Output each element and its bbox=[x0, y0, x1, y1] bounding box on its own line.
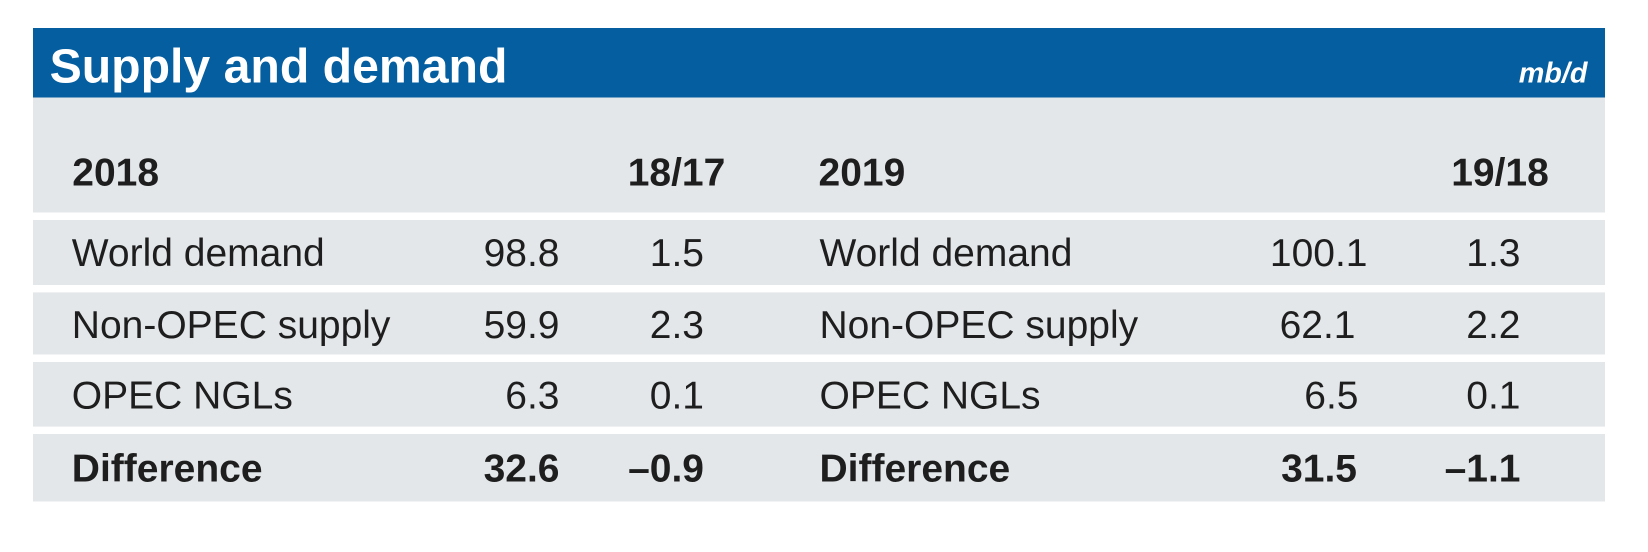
svg-text:–1.1: –1.1 bbox=[1445, 448, 1521, 491]
svg-text:2018: 2018 bbox=[72, 152, 159, 195]
svg-text:1.5: 1.5 bbox=[650, 232, 704, 275]
svg-text:2.2: 2.2 bbox=[1466, 304, 1520, 347]
svg-text:98.8: 98.8 bbox=[484, 232, 560, 275]
svg-text:Supply and demand: Supply and demand bbox=[50, 40, 508, 94]
svg-text:OPEC NGLs: OPEC NGLs bbox=[820, 375, 1041, 418]
svg-text:Non-OPEC supply: Non-OPEC supply bbox=[820, 304, 1139, 347]
svg-text:62.1: 62.1 bbox=[1280, 304, 1356, 347]
svg-text:0.1: 0.1 bbox=[650, 375, 704, 418]
svg-text:100.1: 100.1 bbox=[1270, 232, 1368, 275]
svg-text:31.5: 31.5 bbox=[1281, 448, 1357, 491]
svg-text:6.3: 6.3 bbox=[505, 375, 559, 418]
svg-text:World demand: World demand bbox=[820, 232, 1073, 275]
svg-text:2.3: 2.3 bbox=[650, 304, 704, 347]
svg-text:Non-OPEC supply: Non-OPEC supply bbox=[72, 304, 391, 347]
svg-text:32.6: 32.6 bbox=[484, 448, 560, 491]
svg-text:6.5: 6.5 bbox=[1304, 375, 1358, 418]
svg-text:0.1: 0.1 bbox=[1466, 375, 1520, 418]
svg-text:OPEC NGLs: OPEC NGLs bbox=[72, 375, 293, 418]
svg-text:59.9: 59.9 bbox=[484, 304, 560, 347]
svg-text:–0.9: –0.9 bbox=[628, 448, 704, 491]
svg-text:mb/d: mb/d bbox=[1519, 57, 1589, 89]
svg-text:2019: 2019 bbox=[819, 152, 906, 195]
svg-text:World demand: World demand bbox=[72, 232, 325, 275]
svg-text:Difference: Difference bbox=[72, 448, 263, 491]
svg-text:1.3: 1.3 bbox=[1466, 232, 1520, 275]
svg-text:Difference: Difference bbox=[820, 448, 1011, 491]
svg-text:18/17: 18/17 bbox=[628, 152, 726, 195]
svg-text:19/18: 19/18 bbox=[1451, 152, 1549, 195]
